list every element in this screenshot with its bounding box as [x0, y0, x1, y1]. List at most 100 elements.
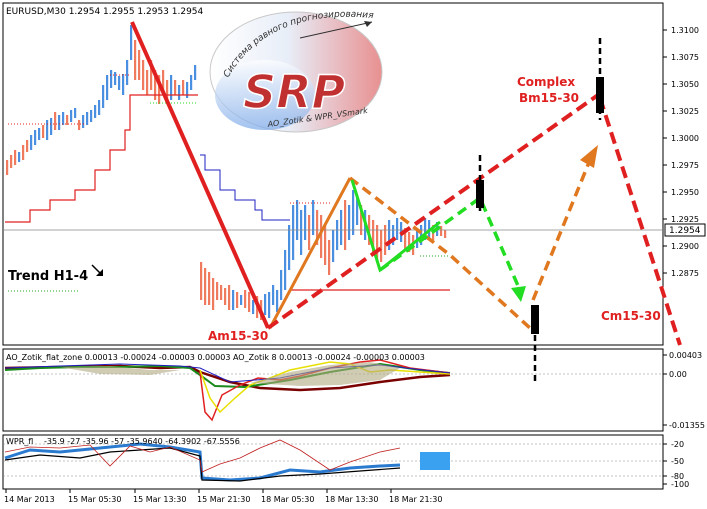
candle — [154, 70, 157, 100]
candle — [14, 150, 17, 165]
wpr-header-values: -35.9 -27 -35.96 -57 -35.9640 -64.3902 -… — [44, 437, 240, 446]
candle — [6, 160, 9, 175]
candle — [308, 215, 311, 250]
orange-dashed-rise — [531, 154, 594, 301]
candle — [276, 290, 279, 312]
am-label: Am15-30 — [208, 329, 268, 343]
y-tick-label: 1.2875 — [671, 269, 699, 278]
candle — [216, 282, 219, 300]
candle — [138, 50, 141, 80]
orange-arrow-head — [580, 145, 598, 168]
candle — [26, 140, 29, 152]
x-tick-label: 15 Mar 13:30 — [133, 495, 186, 504]
cm-label: Cm15-30 — [601, 309, 661, 323]
candle — [372, 220, 375, 255]
red-dashed-am-bm — [266, 93, 600, 330]
candle — [190, 75, 193, 90]
candle — [376, 225, 379, 262]
candle — [50, 118, 53, 135]
wpr-red-line — [4, 439, 401, 473]
wpr-black-line — [4, 447, 401, 482]
wpr-tick-label: -80 — [671, 472, 684, 481]
candle — [280, 270, 283, 300]
candle — [66, 115, 69, 125]
candle — [264, 294, 267, 315]
candle — [46, 120, 49, 140]
ticks-layer: 1.3100 1.3075 1.3050 1.3025 1.3000 1.2975 1.29… — [4, 26, 705, 504]
candle — [324, 225, 327, 265]
candle — [316, 210, 319, 245]
candle — [388, 220, 391, 250]
candle — [252, 300, 255, 314]
forecast-candle-1-body — [476, 180, 484, 208]
wpr-blue-block — [420, 452, 450, 470]
candle — [420, 225, 423, 245]
candle — [332, 230, 335, 262]
ao-tick-label: -0.01355 — [669, 421, 705, 430]
candle — [54, 112, 57, 130]
candle — [70, 110, 73, 122]
logo-arrow — [299, 21, 373, 39]
y-tick-label: 1.3100 — [671, 26, 699, 35]
candle — [244, 290, 247, 308]
candle — [248, 292, 251, 312]
y-tick-label: 1.2925 — [671, 215, 699, 224]
candle — [166, 80, 169, 100]
candle — [204, 268, 207, 305]
candle — [300, 210, 303, 255]
candle — [110, 70, 113, 88]
bm-label: Bm15-30 — [519, 91, 579, 105]
candle — [158, 75, 161, 104]
y-tick-label: 1.3000 — [671, 134, 699, 143]
candle — [42, 125, 45, 138]
support-step-line — [5, 94, 198, 223]
candle — [178, 85, 181, 100]
candle — [240, 295, 243, 305]
candle — [38, 128, 41, 140]
ao-tick-label: 0.00 — [669, 370, 687, 379]
candle — [106, 75, 109, 100]
green-arrow-head — [511, 286, 526, 302]
candle — [392, 225, 395, 245]
candle — [102, 85, 105, 108]
candle — [170, 75, 173, 100]
candle — [360, 205, 363, 235]
wpr-tick-label: -100 — [671, 480, 689, 489]
x-tick-label: 18 Mar 05:30 — [261, 495, 314, 504]
candle — [224, 288, 227, 305]
candle — [232, 290, 235, 310]
candle — [296, 200, 299, 240]
candle — [356, 195, 359, 225]
y-tick-label: 1.3025 — [671, 107, 699, 116]
candle — [130, 25, 133, 60]
wpr-tick-label: -50 — [671, 457, 684, 466]
green-dashed-forecast — [378, 195, 524, 296]
candle — [284, 250, 287, 290]
symbol-header: EURUSD,M30 1.2954 1.2955 1.2953 1.2954 — [6, 7, 204, 17]
candle — [134, 40, 137, 80]
wpr-panel — [2, 434, 664, 490]
candle — [304, 205, 307, 240]
candle — [348, 205, 351, 240]
candle — [340, 210, 343, 245]
candle — [126, 60, 129, 85]
y-tick-label: 1.3075 — [671, 53, 699, 62]
candle — [174, 80, 177, 95]
candle — [336, 220, 339, 250]
candle — [228, 285, 231, 310]
logo-big-text: SRP — [243, 65, 346, 119]
wpr-header: WPR_fl — [6, 437, 33, 446]
y-tick-label: 1.2950 — [671, 188, 699, 197]
trend-label: Trend H1-4 — [8, 269, 88, 284]
candle — [408, 232, 411, 252]
trend-arrow-head — [96, 269, 103, 276]
candle — [98, 100, 101, 115]
candle — [22, 145, 25, 160]
candle — [380, 230, 383, 262]
candle — [146, 70, 149, 95]
candle — [272, 285, 275, 305]
candle — [62, 112, 65, 125]
x-tick-label: 18 Mar 13:30 — [325, 495, 378, 504]
x-tick-label: 14 Mar 2013 — [4, 495, 55, 504]
